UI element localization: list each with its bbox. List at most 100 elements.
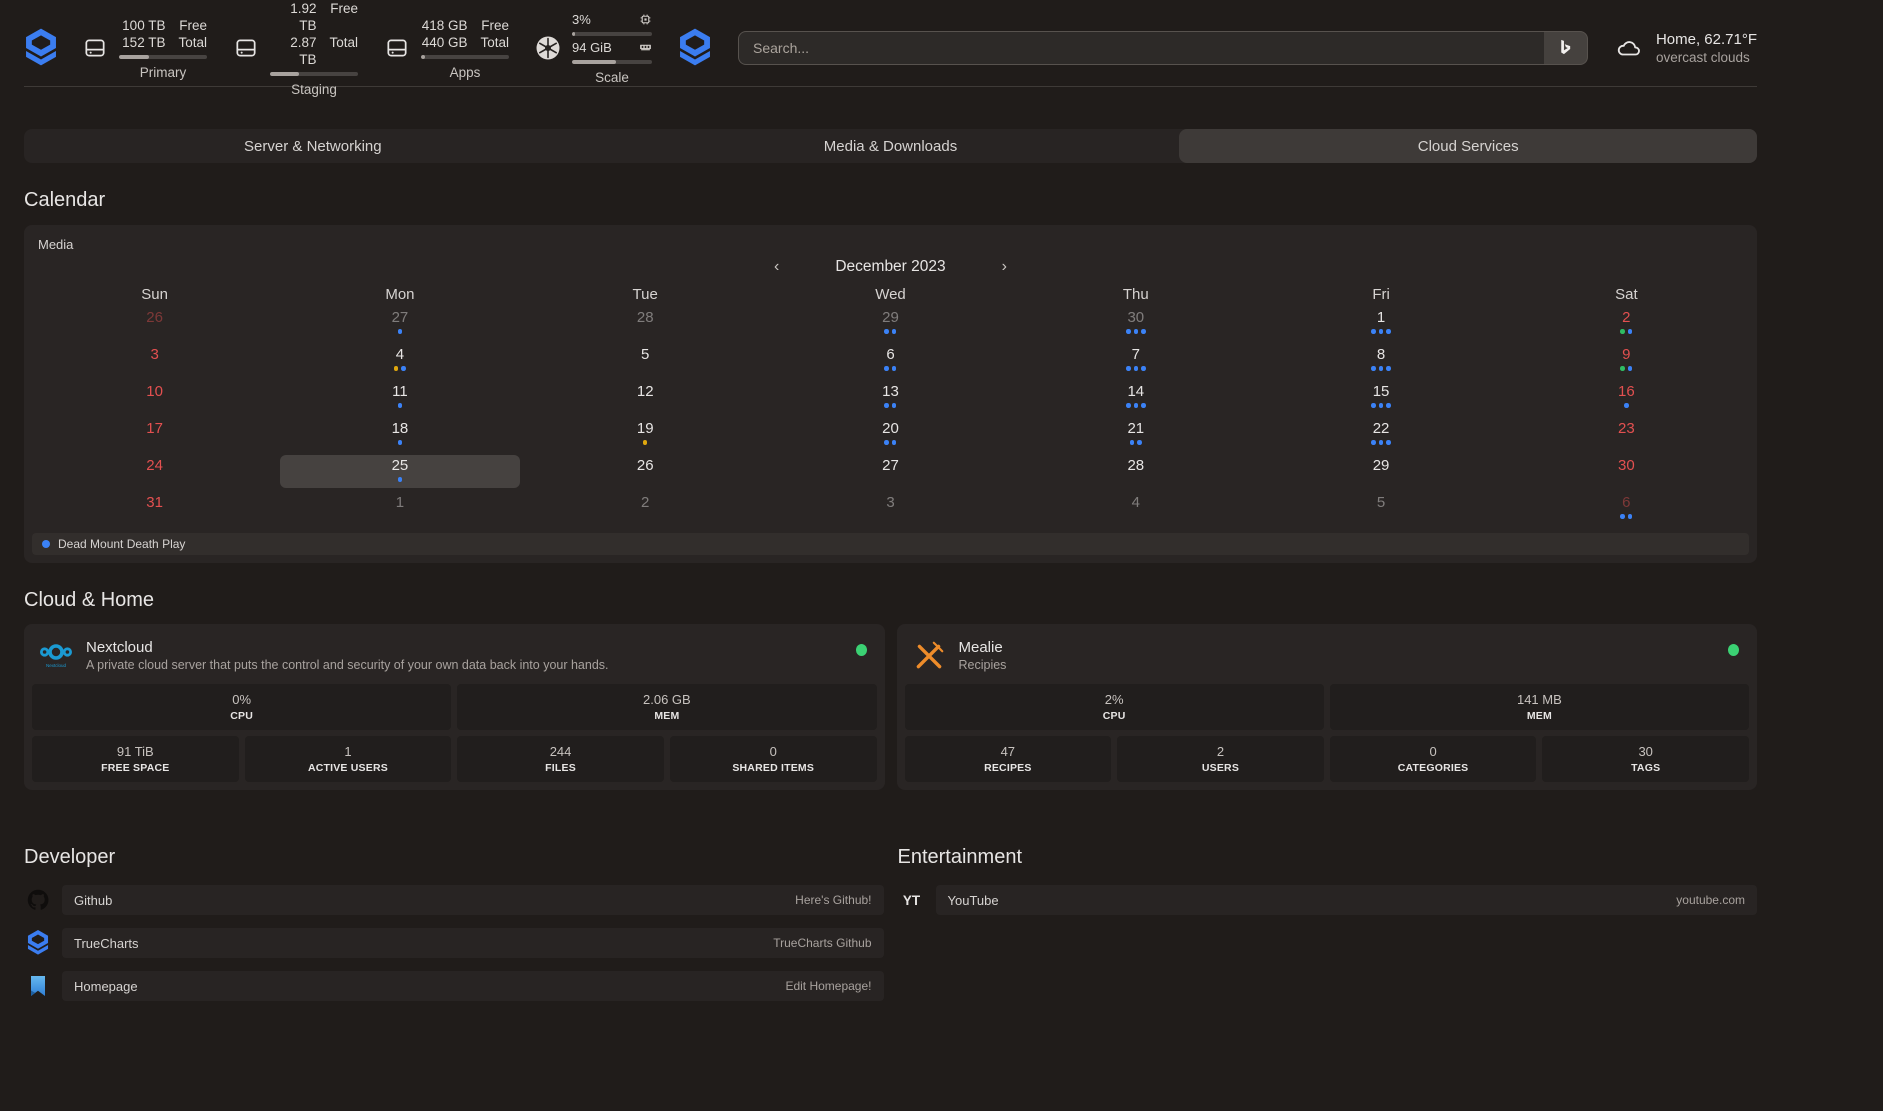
event-dot	[1141, 366, 1146, 371]
service-item: GithubHere's Github!	[24, 885, 884, 915]
disk-free-value: 100 TB	[119, 17, 165, 34]
disk-total-value: 440 GB	[421, 34, 467, 51]
section-title-entertainment: Entertainment	[898, 846, 1758, 869]
event-dot	[1379, 440, 1384, 445]
calendar-day: 2	[1504, 305, 1749, 342]
stat-cpu: 2%CPU	[905, 684, 1324, 730]
service-link[interactable]: GithubHere's Github!	[62, 885, 884, 915]
day-number: 22	[1373, 419, 1390, 438]
event-dot	[398, 329, 403, 334]
dashboard: 100 TBFree152 TBTotalPrimary1.92 TBFree2…	[24, 0, 1757, 1014]
scale-mem-value: 94 GiB	[572, 39, 612, 56]
nextcloud-icon: Nextcloud	[38, 639, 74, 673]
calendar-day: 1	[277, 490, 522, 527]
day-number: 1	[1377, 308, 1385, 327]
tab-cloud-services[interactable]: Cloud Services	[1179, 129, 1757, 163]
day-number: 25	[392, 456, 409, 475]
day-number: 8	[1377, 345, 1385, 364]
day-number: 19	[637, 419, 654, 438]
day-number: 31	[146, 493, 163, 512]
calendar-next-icon[interactable]: ›	[1002, 258, 1007, 276]
calendar-day: 26	[523, 453, 768, 490]
stats-row: 47RECIPES2USERS0CATEGORIES30TAGS	[905, 736, 1750, 782]
disk-total-value: 2.87 TB	[270, 34, 316, 68]
day-number: 6	[886, 345, 894, 364]
stat-users: 2USERS	[1117, 736, 1324, 782]
day-number: 26	[146, 308, 163, 327]
disk-free-label: Free	[329, 0, 358, 34]
disk-usage-bar	[421, 55, 509, 59]
event-dot	[401, 366, 406, 371]
scale-cpu-value: 3%	[572, 11, 591, 28]
disk-total-label: Total	[178, 34, 207, 51]
search-engine-button[interactable]	[1544, 31, 1588, 65]
day-header: Thu	[1013, 286, 1258, 303]
event-dot	[1141, 329, 1146, 334]
event-dot	[1126, 329, 1131, 334]
event-dot	[1130, 440, 1135, 445]
event-dot	[1386, 403, 1391, 408]
calendar-prev-icon[interactable]: ‹	[774, 258, 779, 276]
service-description: Edit Homepage!	[785, 979, 871, 993]
event-dot	[1371, 403, 1376, 408]
day-number: 5	[1377, 493, 1385, 512]
day-number: 23	[1618, 419, 1635, 438]
homepage-icon	[24, 972, 52, 1000]
day-number: 4	[396, 345, 404, 364]
stat-label: FREE SPACE	[101, 762, 169, 774]
event-dot	[398, 440, 403, 445]
day-number: 16	[1618, 382, 1635, 401]
resource-widget-primary: 100 TBFree152 TBTotalPrimary	[82, 0, 207, 97]
weather-widget[interactable]: Home, 62.71°F overcast clouds	[1614, 30, 1757, 66]
tab-media-downloads[interactable]: Media & Downloads	[602, 129, 1180, 163]
service-link[interactable]: HomepageEdit Homepage!	[62, 971, 884, 1001]
calendar-day: 25	[277, 453, 522, 490]
calendar-grid: 2627282930123456789101112131415161718192…	[32, 305, 1749, 527]
legend-label: Dead Mount Death Play	[58, 537, 185, 551]
day-number: 3	[150, 345, 158, 364]
cpu-icon	[639, 13, 652, 26]
stat-categories: 0CATEGORIES	[1330, 736, 1537, 782]
search-input[interactable]	[738, 31, 1544, 65]
calendar-day: 30	[1013, 305, 1258, 342]
calendar-month-nav: ‹ December 2023 ›	[32, 258, 1749, 276]
stat-label: TAGS	[1631, 762, 1660, 774]
scale-mem-bar	[572, 60, 652, 64]
event-dot	[1137, 440, 1142, 445]
stat-value: 91 TiB	[117, 744, 154, 759]
service-card-nextcloud[interactable]: NextcloudNextcloudA private cloud server…	[24, 624, 885, 790]
event-dot	[643, 440, 648, 445]
service-item: HomepageEdit Homepage!	[24, 971, 884, 1001]
calendar-day: 6	[768, 342, 1013, 379]
event-dot	[1371, 440, 1376, 445]
calendar-widget-label: Media	[32, 233, 1749, 252]
calendar-day: 28	[523, 305, 768, 342]
calendar-day: 27	[277, 305, 522, 342]
service-group-developer: DeveloperGithubHere's Github!TrueChartsT…	[24, 846, 884, 1014]
day-number: 12	[637, 382, 654, 401]
legend-dot	[42, 540, 50, 548]
resource-widget-staging: 1.92 TBFree2.87 TBTotalStaging	[233, 0, 358, 97]
day-number: 30	[1127, 308, 1144, 327]
service-description: youtube.com	[1676, 893, 1745, 907]
calendar-day: 23	[1504, 416, 1749, 453]
service-card-mealie[interactable]: MealieRecipies2%CPU141 MBMEM47RECIPES2US…	[897, 624, 1758, 790]
day-number: 2	[641, 493, 649, 512]
calendar-day: 10	[32, 379, 277, 416]
service-description: Here's Github!	[795, 893, 871, 907]
status-dot	[856, 644, 867, 656]
service-link[interactable]: YouTubeyoutube.com	[936, 885, 1758, 915]
stat-mem: 2.06 GBMEM	[457, 684, 876, 730]
day-number: 28	[637, 308, 654, 327]
resource-widget-apps: 418 GBFree440 GBTotalApps	[384, 0, 509, 97]
event-dot	[1386, 366, 1391, 371]
calendar-panel: Media ‹ December 2023 › SunMonTueWedThuF…	[24, 225, 1757, 563]
event-dot	[1126, 403, 1131, 408]
event-dot	[884, 366, 889, 371]
service-groups: DeveloperGithubHere's Github!TrueChartsT…	[24, 846, 1757, 1014]
service-link[interactable]: TrueChartsTrueCharts Github	[62, 928, 884, 958]
event-dot	[892, 329, 897, 334]
stat-free-space: 91 TiB FREE SPACE	[32, 736, 239, 782]
stat-value: 1	[344, 744, 351, 759]
tab-server-networking[interactable]: Server & Networking	[24, 129, 602, 163]
